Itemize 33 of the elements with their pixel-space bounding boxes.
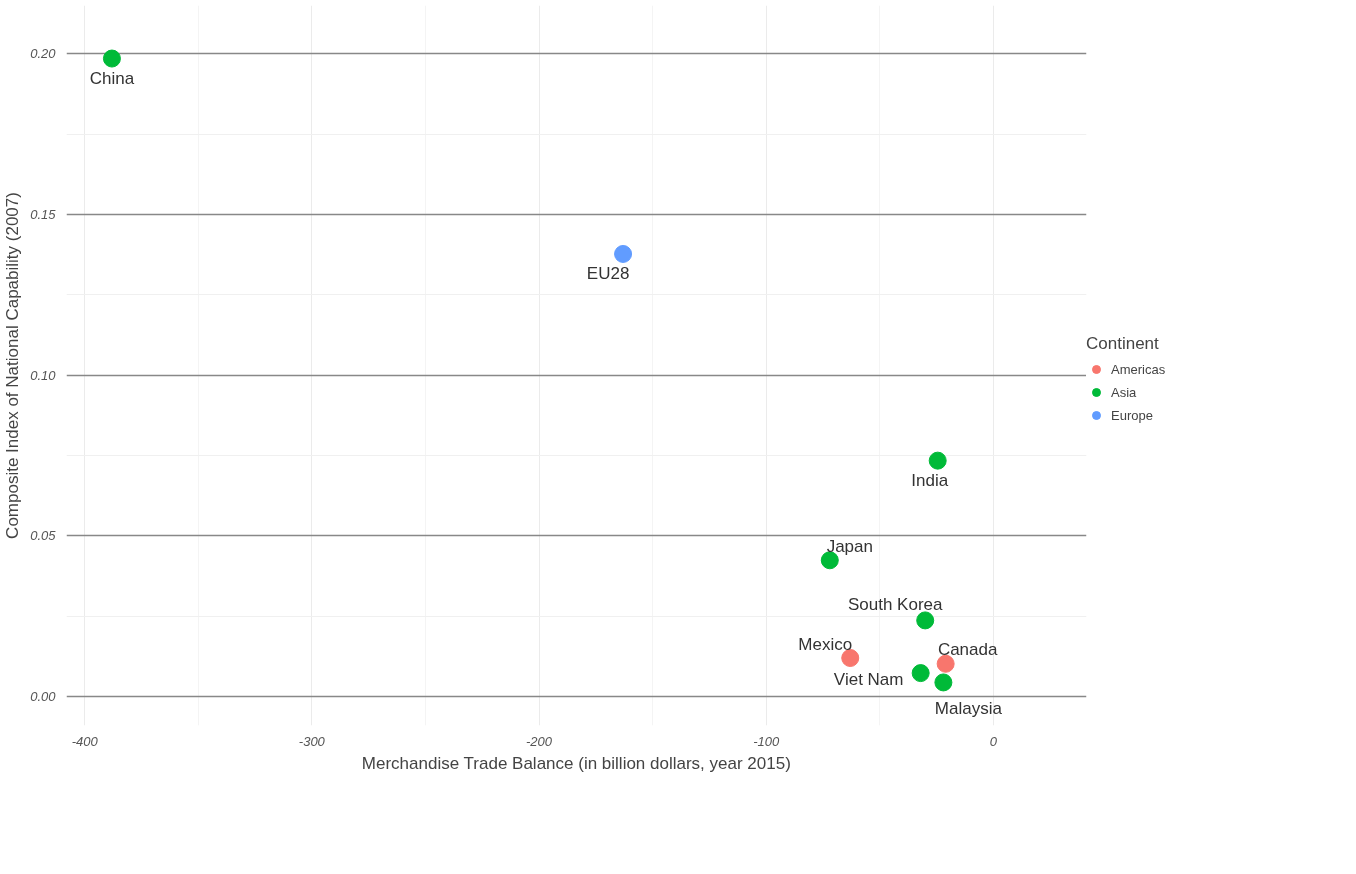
y-tick-label: 0.05 — [30, 528, 57, 544]
legend-label: Americas — [1111, 361, 1166, 377]
y-tick-label: 0.10 — [30, 367, 57, 383]
point — [102, 49, 121, 68]
annotation: Canada — [937, 640, 998, 660]
annotation: EU28 — [586, 264, 630, 284]
legend-label: Asia — [1111, 384, 1137, 400]
point — [916, 611, 935, 630]
annotation: Viet Nam — [833, 669, 904, 689]
annotation: Mexico — [798, 634, 853, 654]
x-tick-label: -300 — [298, 733, 326, 749]
y-axis-title: Composite Index of National Capability (2007) — [3, 192, 23, 539]
y-tick-label: 0.15 — [30, 206, 57, 222]
point — [911, 664, 930, 683]
y-tick-label: 0.00 — [30, 689, 57, 705]
annotation: India — [911, 471, 949, 491]
legend-title: Continent — [1086, 334, 1160, 354]
annotation: China — [89, 69, 135, 89]
x-tick-label: -200 — [526, 733, 553, 749]
annotation: Japan — [826, 536, 873, 556]
x-tick-label: -400 — [71, 733, 99, 749]
point — [928, 451, 947, 470]
legend-label: Europe — [1111, 407, 1153, 423]
annotation: Malaysia — [934, 698, 1003, 718]
annotation: South Korea — [847, 594, 944, 614]
x-axis-title: Merchandise Trade Balance (in billion dollars, year 2015) — [361, 753, 791, 773]
x-tick-label: 0 — [989, 733, 998, 749]
y-tick-label: 0.20 — [30, 46, 57, 62]
point — [614, 244, 633, 263]
x-tick-label: -100 — [753, 733, 780, 749]
point — [841, 649, 860, 667]
point — [934, 673, 953, 692]
point — [936, 654, 955, 673]
